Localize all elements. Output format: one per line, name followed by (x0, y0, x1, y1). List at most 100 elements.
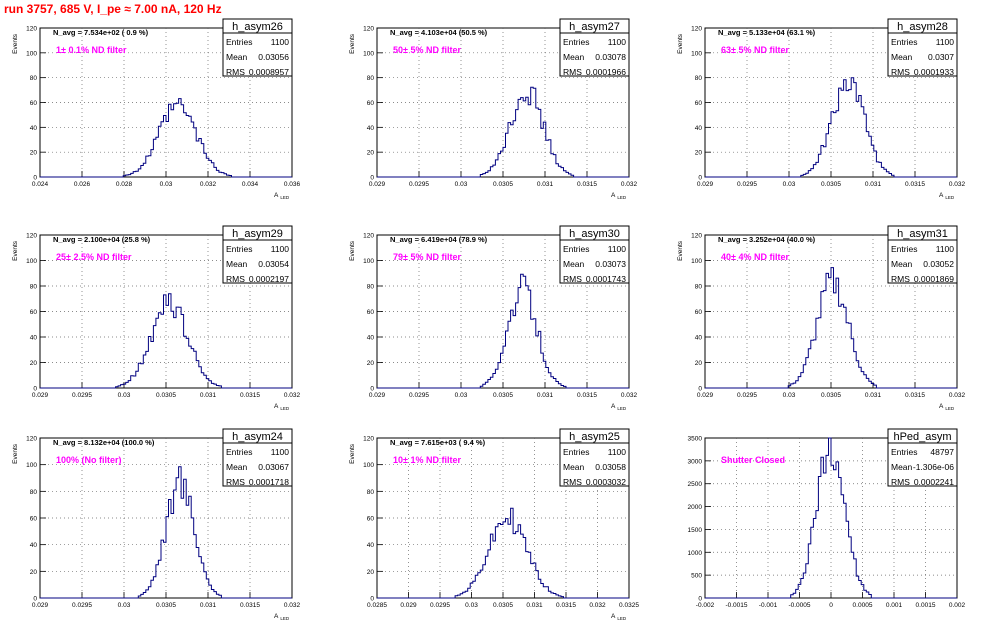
x-tick-label: 0.03 (783, 181, 796, 188)
n-avg-label: N_avg = 4.103e+04 (50.5 %) (390, 28, 488, 37)
stats-value: 0.03056 (258, 52, 289, 62)
x-tick-label: 0.032 (949, 181, 966, 188)
y-axis-label: Events (349, 33, 356, 54)
stats-value: 0.0001966 (586, 67, 626, 77)
y-tick-label: 100 (26, 50, 37, 57)
histogram-line (705, 77, 957, 178)
y-tick-label: 0 (370, 596, 374, 603)
y-tick-label: 40 (695, 125, 703, 132)
x-tick-label: 0.032 (284, 392, 301, 399)
stats-label: Entries (563, 37, 589, 47)
y-tick-label: 80 (30, 284, 38, 291)
x-tick-label: -0.0015 (725, 602, 747, 609)
stats-value: 1100 (608, 447, 627, 457)
x-axis-label: A LED (274, 192, 290, 200)
page-title: run 3757, 685 V, I_pe ≈ 7.00 nA, 120 Hz (4, 2, 222, 16)
stats-value: 1100 (608, 37, 627, 47)
x-tick-label: 0.0325 (619, 602, 639, 609)
y-axis-label: Events (12, 33, 19, 54)
stats-value: 48797 (930, 447, 954, 457)
y-tick-label: 100 (26, 462, 37, 469)
x-tick-label: 0.024 (32, 181, 49, 188)
stats-value: -1.306e-06 (913, 462, 954, 472)
histogram-name: h_asym28 (897, 21, 948, 33)
x-tick-label: 0.0295 (409, 392, 429, 399)
y-axis-label: Events (349, 240, 356, 261)
x-tick-label: -0.001 (759, 602, 778, 609)
histogram-panel-h_asym26: 0 20 40 60 80 100 120 0.024 0.026 0.028 0.03 0.032 0… (12, 18, 301, 200)
y-tick-label: 0 (33, 596, 37, 603)
y-tick-label: 60 (695, 309, 703, 316)
stats-value: 0.0002241 (914, 477, 954, 487)
x-tick-label: 0.002 (949, 602, 966, 609)
y-tick-label: 80 (30, 489, 38, 496)
stats-value: 1100 (271, 37, 290, 47)
y-axis-label: Events (677, 240, 684, 261)
y-tick-label: 3000 (688, 458, 703, 465)
x-tick-label: 0.029 (400, 602, 417, 609)
x-tick-label: 0.029 (32, 392, 49, 399)
y-axis-label: Events (12, 240, 19, 261)
y-tick-label: 1000 (688, 550, 703, 557)
histogram-line (40, 98, 292, 178)
stats-label: Entries (563, 447, 589, 457)
stats-box (222, 225, 293, 284)
x-tick-label: 0.028 (116, 181, 133, 188)
stats-box (887, 428, 958, 487)
x-tick-label: 0.031 (200, 392, 217, 399)
x-tick-label: 0.026 (74, 181, 91, 188)
y-tick-label: 120 (26, 436, 37, 443)
n-avg-label: N_avg = 5.133e+04 (63.1 %) (718, 28, 816, 37)
x-tick-label: 0.032 (949, 392, 966, 399)
stats-box (559, 428, 630, 487)
stats-label: RMS (891, 477, 910, 487)
stats-value: 0.0307 (928, 52, 954, 62)
y-axis-label: Events (349, 443, 356, 464)
y-tick-label: 120 (691, 233, 702, 240)
y-tick-label: 120 (691, 26, 702, 33)
n-avg-label: N_avg = 8.132e+04 (100.0 %) (53, 438, 155, 447)
y-tick-label: 100 (363, 462, 374, 469)
stats-value: 1100 (936, 37, 955, 47)
x-tick-label: 0.0295 (430, 602, 450, 609)
stats-label: RMS (891, 274, 910, 284)
x-tick-label: 0.0015 (916, 602, 936, 609)
stats-label: Mean (563, 52, 585, 62)
histogram-panel-hPed_asym: 0 500 1000 1500 2000 2500 3000 3500 -0.002 -0.001… (688, 428, 966, 609)
y-tick-label: 2500 (688, 481, 703, 488)
x-axis-label: A LED (611, 403, 627, 411)
y-tick-label: 120 (363, 233, 374, 240)
x-tick-label: 0.031 (537, 392, 554, 399)
x-tick-label: 0.0305 (493, 181, 513, 188)
x-tick-label: 0.031 (865, 392, 882, 399)
histogram-panel-h_asym29: 0 20 40 60 80 100 120 0.029 0.0295 0.03 0.0305 0.03… (12, 225, 301, 411)
y-tick-label: 80 (695, 75, 703, 82)
stats-value: 1100 (271, 244, 290, 254)
x-tick-label: 0.0305 (156, 602, 176, 609)
stats-box (559, 225, 630, 284)
x-tick-label: 0.0295 (737, 181, 757, 188)
x-tick-label: 0.032 (621, 181, 638, 188)
x-axis-label: A LED (611, 613, 627, 621)
n-avg-label: N_avg = 7.534e+02 ( 0.9 %) (53, 28, 149, 37)
x-tick-label: 0.034 (242, 181, 259, 188)
x-tick-label: 0.0315 (905, 392, 925, 399)
y-tick-label: 100 (363, 258, 374, 265)
n-avg-label: N_avg = 6.419e+04 (78.9 %) (390, 235, 488, 244)
stats-label: Mean (226, 462, 248, 472)
stats-box (887, 18, 958, 77)
y-tick-label: 120 (363, 26, 374, 33)
histogram-name: h_asym27 (569, 21, 620, 33)
x-tick-label: 0.031 (865, 181, 882, 188)
x-tick-label: 0.0315 (240, 602, 260, 609)
stats-value: 0.03058 (595, 462, 626, 472)
x-tick-label: 0.032 (589, 602, 606, 609)
stats-value: 0.03052 (923, 259, 954, 269)
y-tick-label: 40 (30, 335, 38, 342)
filter-annotation: 100% (No filter) (56, 455, 122, 465)
x-tick-label: 0.029 (697, 392, 714, 399)
histogram-name: hPed_asym (893, 431, 951, 443)
stats-value: 0.03054 (258, 259, 289, 269)
stats-label: Entries (891, 244, 917, 254)
x-tick-label: 0.0005 (853, 602, 873, 609)
